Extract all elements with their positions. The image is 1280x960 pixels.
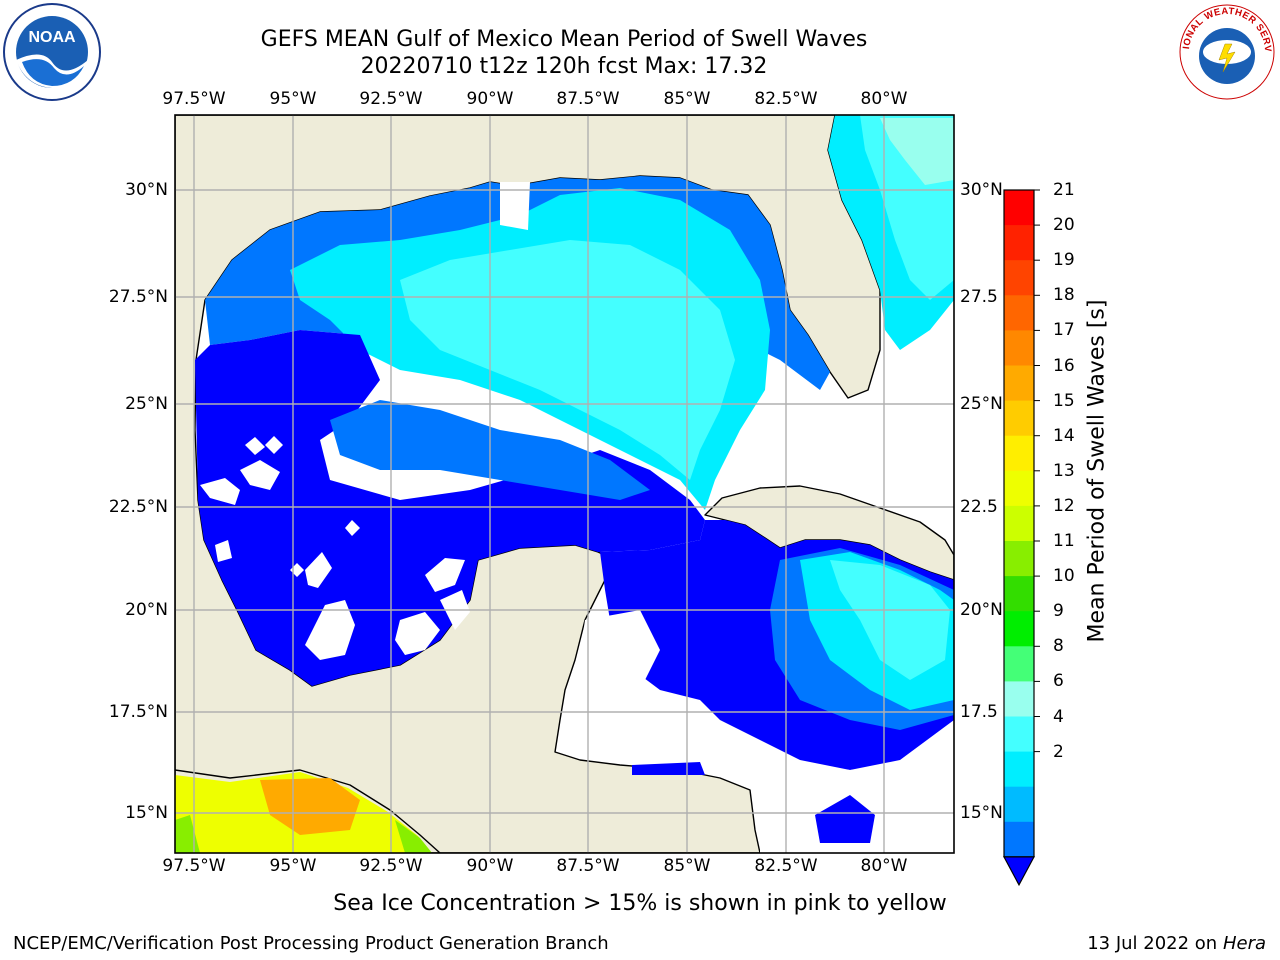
colorbar-tick-label: 21 — [1053, 180, 1075, 200]
lon-tick-top-85: 85°W — [663, 89, 711, 109]
lon-tick-bottom-87-5: 87.5°W — [556, 856, 620, 876]
noaa-logo: NOAA — [3, 3, 101, 101]
colorbar-swatch — [1004, 365, 1034, 402]
gulf-white-holes — [200, 436, 470, 660]
lon-tick-bottom-95: 95°W — [269, 856, 317, 876]
colorbar-tick-label: 13 — [1053, 460, 1075, 481]
colorbar-swatch — [1004, 751, 1034, 788]
lat-tick-left-30: 30°N — [125, 180, 168, 200]
bay-of-campeche-white — [575, 610, 660, 700]
florida-pale-patches — [880, 118, 954, 185]
lat-tick-right-20: 20°N — [960, 600, 1003, 620]
colorbar-tick-label: 15 — [1053, 390, 1075, 411]
colorbar-swatch — [1004, 681, 1034, 718]
gulf-deep-blue — [195, 330, 705, 686]
colorbar-label: Mean Period of Swell Waves [s] — [1084, 299, 1110, 643]
colorbar-tick-label: 19 — [1053, 250, 1075, 271]
colorbar-tick-label: 17 — [1053, 320, 1075, 341]
lon-tick-top-90: 90°W — [466, 89, 514, 109]
map-frame — [174, 114, 955, 854]
colorbar-swatch — [1004, 330, 1034, 367]
colorbar-tick-label: 11 — [1053, 531, 1075, 551]
colorbar-tick-label: 14 — [1053, 425, 1075, 446]
chart-subtitle: 20220710 t12z 120h fcst Max: 17.32 — [360, 54, 768, 79]
lat-tick-right-30: 30°N — [960, 180, 1003, 200]
pacific-green-ice — [175, 815, 432, 853]
lat-tick-left-15: 15°N — [125, 803, 168, 823]
colorbar — [1002, 189, 1040, 887]
map-layers — [175, 115, 954, 853]
colorbar-tick-label: 2 — [1053, 741, 1064, 762]
colorbar-swatch — [1004, 295, 1034, 331]
lat-tick-right-27-5: 27.5 — [960, 287, 998, 307]
colorbar-swatch — [1004, 786, 1034, 823]
colorbar-swatch — [1004, 716, 1034, 753]
colorbar-extend-triangle — [1002, 856, 1036, 887]
colorbar-frame — [1003, 189, 1035, 858]
lat-tick-left-27-5: 27.5°N — [108, 287, 168, 307]
footer-date: 13 Jul 2022 on — [1087, 933, 1223, 954]
nws-logo: NATIONAL WEATHER SERVICE — [1177, 2, 1275, 100]
lat-tick-right-25: 25°N — [960, 394, 1003, 414]
colorbar-tick-label: 10 — [1053, 566, 1075, 587]
colorbar-tick-label: 16 — [1053, 355, 1075, 376]
colorbar-swatch — [1004, 260, 1034, 296]
colorbar-swatch — [1004, 400, 1034, 437]
colorbar-swatch — [1004, 611, 1034, 647]
caribbean-small-blue — [815, 795, 875, 843]
lon-tick-bottom-80: 80°W — [860, 856, 908, 876]
colorbar-swatch — [1004, 646, 1034, 682]
lon-tick-top-82-5: 82.5°W — [754, 89, 818, 109]
lon-tick-bottom-82-5: 82.5°W — [754, 856, 818, 876]
colorbar-tick-label: 9 — [1053, 601, 1064, 622]
lat-tick-left-22-5: 22.5°N — [108, 497, 168, 517]
caribbean-light-cyan — [830, 560, 950, 680]
colorbar-swatch — [1004, 541, 1034, 577]
colorbar-swatch — [1004, 435, 1034, 472]
colorbar-swatch — [1004, 225, 1034, 261]
colorbar-swatch — [1004, 470, 1034, 507]
colorbar-tick-label: 8 — [1053, 636, 1064, 657]
lat-tick-right-17-5: 17.5 — [960, 702, 998, 722]
lon-tick-top-87-5: 87.5°W — [556, 89, 620, 109]
lat-tick-left-25: 25°N — [125, 394, 168, 414]
gulf-light-cyan — [400, 240, 735, 480]
footer-organization: NCEP/EMC/Verification Post Processing Pr… — [13, 933, 609, 954]
lat-tick-left-17-5: 17.5°N — [108, 702, 168, 722]
colorbar-tick-label: 12 — [1053, 495, 1075, 516]
lat-tick-right-15: 15°N — [960, 803, 1003, 823]
noaa-logo-text: NOAA — [28, 29, 76, 46]
colorbar-tick-label: 18 — [1053, 285, 1075, 306]
footer-machine: Hera — [1222, 933, 1266, 954]
lon-tick-bottom-97-5: 97.5°W — [162, 856, 226, 876]
lon-tick-bottom-90: 90°W — [466, 856, 514, 876]
colorbar-tick-label: 4 — [1053, 706, 1064, 727]
colorbar-tick-label: 6 — [1053, 671, 1064, 692]
colorbar-swatch — [1004, 576, 1034, 612]
colorbar-tick-label: 20 — [1053, 215, 1075, 236]
lon-tick-top-92-5: 92.5°W — [359, 89, 423, 109]
sea-ice-note: Sea Ice Concentration > 15% is shown in … — [333, 891, 947, 916]
lon-tick-top-97-5: 97.5°W — [162, 89, 226, 109]
lat-tick-right-22-5: 22.5 — [960, 497, 998, 517]
chart-title: GEFS MEAN Gulf of Mexico Mean Period of … — [260, 27, 868, 52]
colorbar-swatch — [1004, 821, 1034, 858]
lon-tick-bottom-85: 85°W — [663, 856, 711, 876]
lon-tick-top-95: 95°W — [269, 89, 317, 109]
pacific-orange-ice — [260, 778, 360, 835]
footer-date-machine: 13 Jul 2022 on Hera — [1087, 933, 1266, 954]
colorbar-swatch — [1004, 190, 1034, 226]
gulf-nw-white-gap — [500, 182, 530, 230]
lon-tick-bottom-92-5: 92.5°W — [359, 856, 423, 876]
lat-tick-left-20: 20°N — [125, 600, 168, 620]
lon-tick-top-80: 80°W — [860, 89, 908, 109]
colorbar-swatch — [1004, 505, 1034, 542]
map-grid — [175, 115, 954, 853]
